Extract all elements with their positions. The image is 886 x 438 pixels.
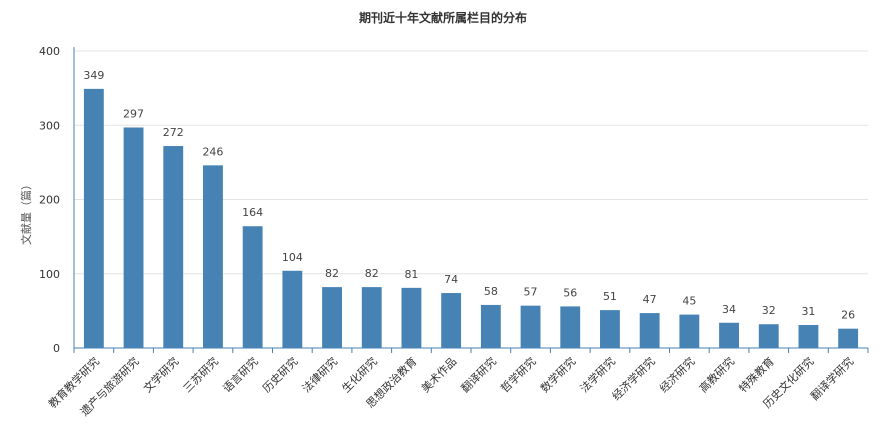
y-tick-label: 200: [39, 194, 60, 207]
bar[interactable]: [441, 293, 462, 348]
bar-value-label: 58: [484, 285, 498, 298]
bar-value-label: 51: [603, 290, 617, 303]
bar[interactable]: [401, 287, 422, 348]
axes: [73, 47, 869, 353]
bar-value-label: 56: [563, 286, 577, 299]
bar-value-label: 31: [801, 305, 815, 318]
bar-value-label: 32: [762, 304, 776, 317]
x-tick-label: 法律研究: [299, 354, 340, 395]
chart-title: 期刊近十年文献所属栏目的分布: [359, 10, 527, 25]
bar[interactable]: [679, 314, 700, 348]
labels: 0100200300400349教育教学研究297遗产与旅游研究272文学研究2…: [39, 45, 856, 419]
bar-value-label: 349: [83, 69, 104, 82]
bar[interactable]: [282, 270, 303, 348]
bar-value-label: 272: [163, 126, 184, 139]
bar[interactable]: [361, 287, 382, 348]
bar-value-label: 34: [722, 303, 736, 316]
bars: [83, 88, 859, 349]
x-tick-label: 哲学研究: [498, 354, 539, 395]
bar[interactable]: [520, 305, 541, 348]
bar-value-label: 104: [282, 251, 303, 264]
bar-value-label: 57: [524, 286, 538, 299]
bar-value-label: 246: [202, 145, 223, 158]
bar[interactable]: [203, 165, 223, 348]
y-tick-label: 400: [39, 45, 60, 58]
bar[interactable]: [83, 88, 104, 349]
gridlines: [74, 50, 868, 275]
bar-value-label: 81: [404, 268, 418, 281]
bar[interactable]: [639, 313, 660, 348]
y-tick-label: 100: [39, 268, 60, 281]
bar-value-label: 82: [365, 267, 379, 280]
bar[interactable]: [719, 322, 739, 348]
x-tick-label: 高教研究: [696, 354, 737, 395]
x-tick-label: 翻译学研究: [807, 354, 856, 403]
bar[interactable]: [798, 324, 819, 348]
bar[interactable]: [600, 310, 620, 348]
bar[interactable]: [123, 127, 144, 348]
y-axis-label: 文献量（篇）: [19, 179, 33, 245]
bar[interactable]: [758, 324, 779, 348]
bar[interactable]: [163, 146, 184, 348]
x-tick-label: 法学研究: [577, 354, 618, 395]
x-tick-label: 三苏研究: [180, 354, 221, 395]
bar-value-label: 26: [841, 309, 855, 322]
x-tick-label: 文学研究: [140, 354, 181, 395]
bar-value-label: 82: [325, 267, 339, 280]
bar[interactable]: [242, 226, 263, 348]
y-tick-label: 0: [53, 342, 60, 355]
x-tick-label: 翻译研究: [458, 354, 499, 395]
x-tick-label: 美术作品: [419, 355, 459, 395]
bar-value-label: 164: [242, 206, 263, 219]
bar[interactable]: [322, 287, 342, 348]
x-tick-label: 经济学研究: [609, 354, 658, 403]
x-tick-label: 经济研究: [656, 354, 697, 395]
x-tick-label: 特殊教育: [736, 354, 777, 395]
bar-value-label: 297: [123, 107, 144, 120]
bar[interactable]: [838, 328, 859, 348]
x-tick-label: 数学研究: [537, 354, 578, 395]
x-tick-label: 生化研究: [339, 354, 380, 395]
x-tick-label: 历史研究: [259, 354, 300, 395]
bar-value-label: 45: [682, 295, 696, 308]
bar-value-label: 47: [643, 293, 657, 306]
x-tick-label: 语言研究: [220, 354, 261, 395]
bar[interactable]: [560, 306, 581, 348]
y-tick-label: 300: [39, 119, 60, 132]
bar-value-label: 74: [444, 273, 458, 286]
bar[interactable]: [480, 304, 501, 348]
